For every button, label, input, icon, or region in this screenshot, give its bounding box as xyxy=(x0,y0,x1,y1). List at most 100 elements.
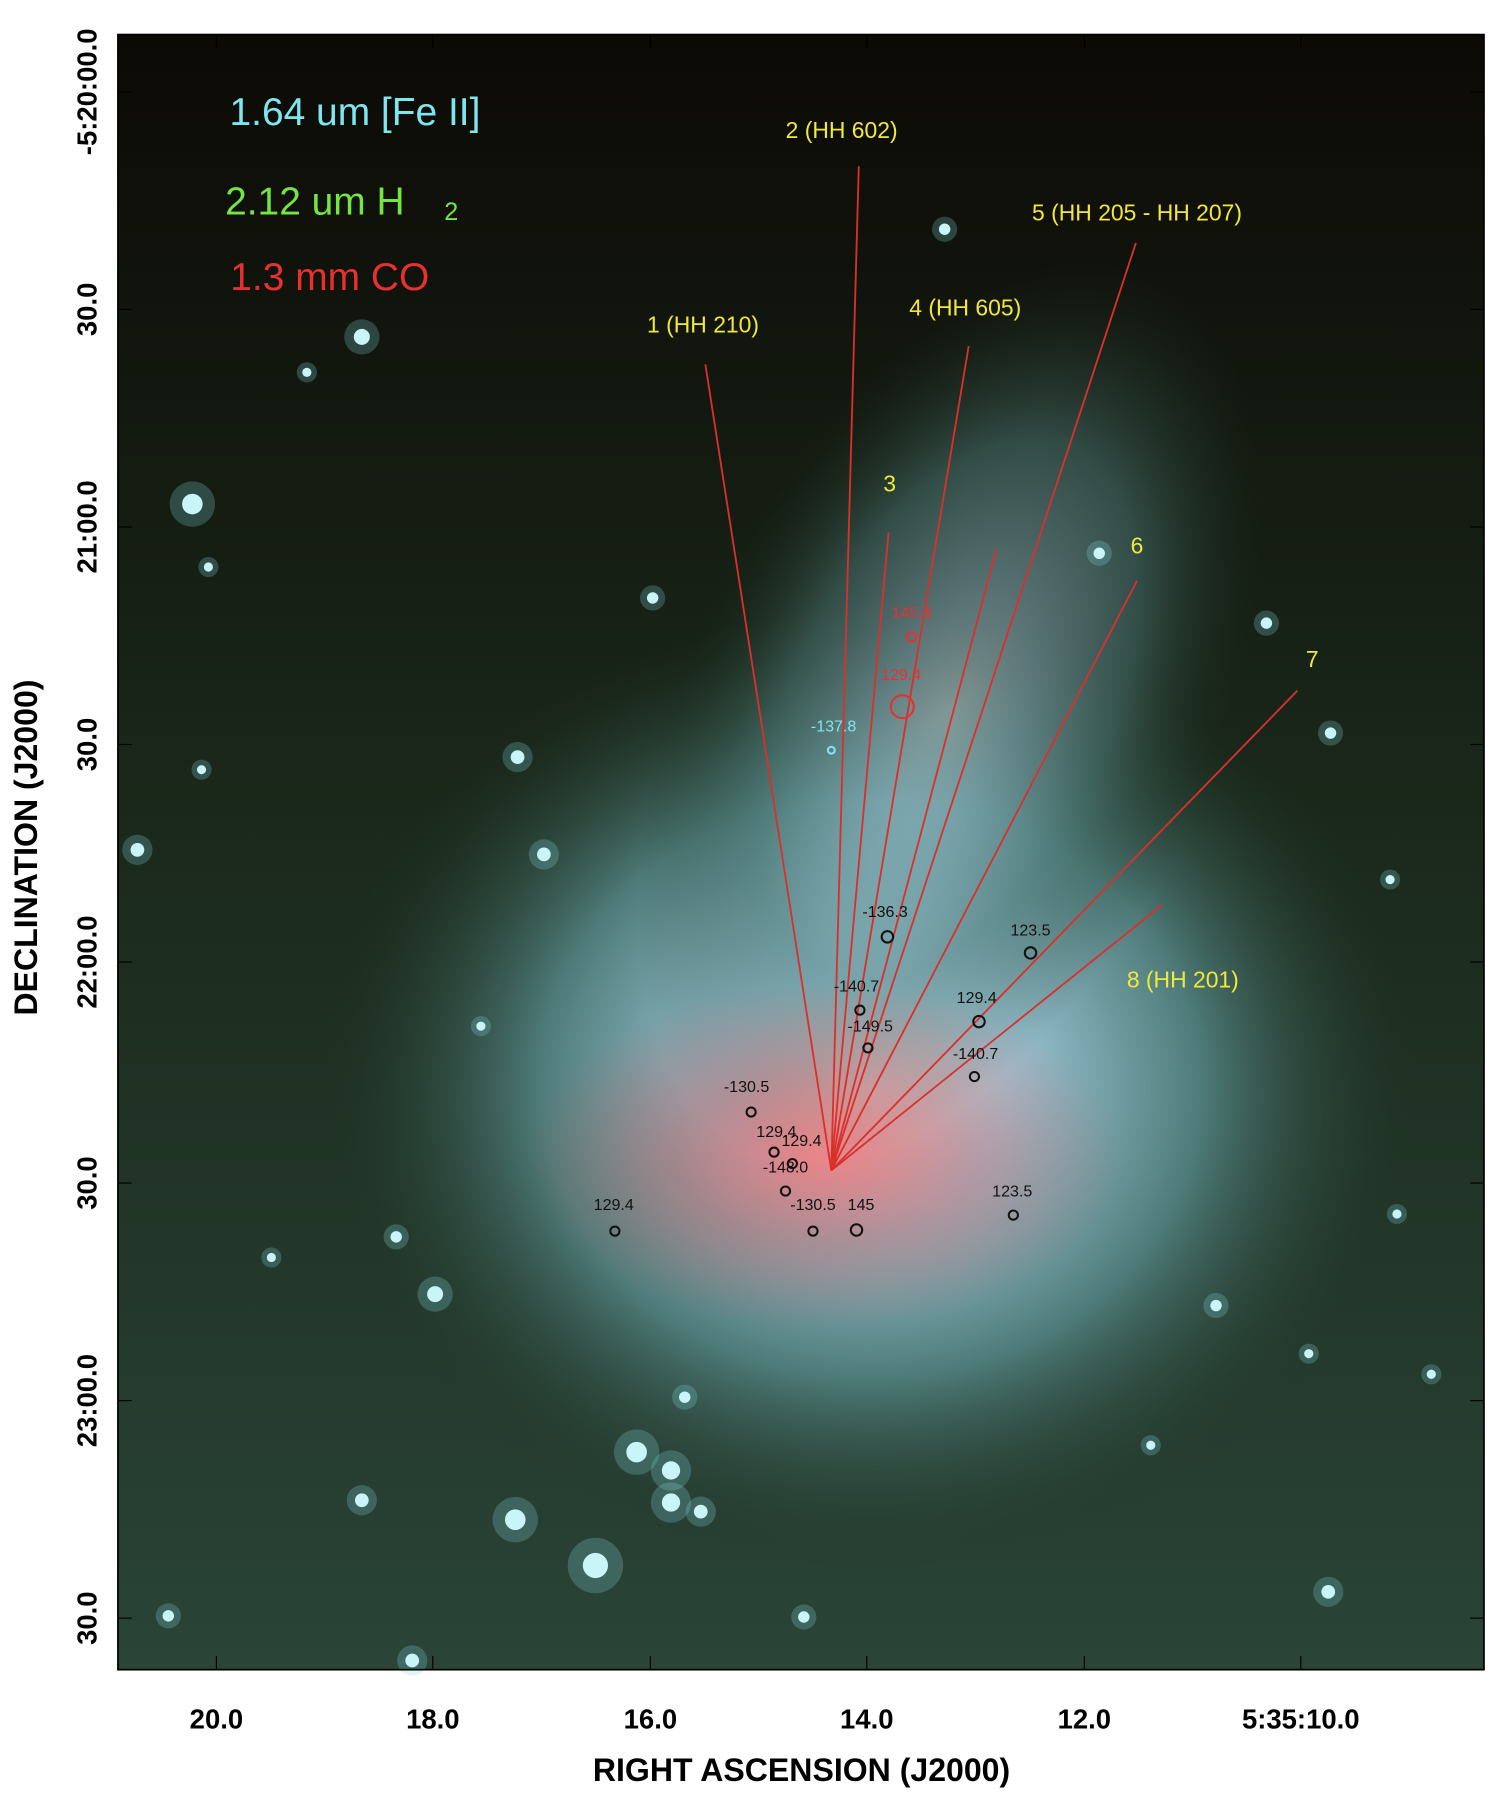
velocity-marker xyxy=(849,1223,864,1237)
velocity-label: 129.4 xyxy=(594,1196,634,1214)
legend-h2-sub: 2 xyxy=(444,198,458,226)
x-tick-label: 20.0 xyxy=(190,1703,243,1734)
velocity-label: -149.5 xyxy=(848,1018,894,1036)
flow-line xyxy=(830,166,860,1171)
star xyxy=(1392,1209,1402,1219)
velocity-marker xyxy=(880,930,895,944)
star xyxy=(1324,727,1337,739)
star xyxy=(302,367,312,377)
velocity-marker xyxy=(826,745,836,755)
velocity-label: 123.5 xyxy=(1010,921,1050,939)
frame xyxy=(117,33,1485,1671)
velocity-marker xyxy=(1023,946,1038,960)
x-tick-label: 12.0 xyxy=(1058,1703,1111,1734)
legend-co: 1.3 mm CO xyxy=(230,256,429,299)
star xyxy=(661,1493,681,1512)
star xyxy=(1321,1584,1336,1599)
velocity-marker xyxy=(968,1070,981,1083)
flow-line xyxy=(830,549,998,1171)
x-axis-label: RIGHT ASCENSION (J2000) xyxy=(593,1752,1010,1788)
flow-label: 4 (HH 605) xyxy=(909,294,1021,320)
star xyxy=(266,1252,276,1263)
flow-line xyxy=(704,364,833,1171)
velocity-marker xyxy=(1007,1209,1019,1221)
velocity-marker xyxy=(768,1146,780,1158)
velocity-marker xyxy=(609,1225,621,1237)
y-tick-label: 30.0 xyxy=(72,1156,103,1209)
star xyxy=(196,765,207,775)
star xyxy=(182,493,203,515)
y-tick-label: 30.0 xyxy=(72,283,103,336)
velocity-label: 129.4 xyxy=(756,1123,796,1141)
star xyxy=(1385,875,1395,885)
velocity-marker xyxy=(807,1225,819,1237)
legend-fe: 1.64 um [Fe II] xyxy=(229,91,480,134)
flow-line xyxy=(830,345,970,1171)
star xyxy=(798,1611,810,1623)
star xyxy=(203,562,213,572)
y-tick-label: 21:00.0 xyxy=(72,480,103,573)
velocity-marker xyxy=(972,1014,986,1029)
velocity-label: 129.4 xyxy=(881,666,921,684)
legend-h2: 2.12 um H xyxy=(225,180,405,223)
star xyxy=(646,592,659,604)
velocity-label: -130.5 xyxy=(724,1078,770,1096)
velocity-marker xyxy=(889,694,915,720)
velocity-label: -140.7 xyxy=(834,977,880,995)
x-tick-label: 18.0 xyxy=(406,1703,459,1734)
velocity-label: -136.3 xyxy=(862,903,908,921)
y-tick-label: -5:20:00.0 xyxy=(72,28,103,155)
velocity-label: -137.8 xyxy=(811,718,857,736)
star xyxy=(162,1610,175,1622)
flow-line xyxy=(830,904,1163,1172)
flow-label: 2 (HH 602) xyxy=(786,117,898,143)
y-tick-label: 22:00.0 xyxy=(72,915,103,1008)
star xyxy=(427,1286,444,1303)
flow-line xyxy=(830,242,1137,1171)
star xyxy=(626,1441,647,1463)
star xyxy=(510,750,525,764)
star xyxy=(476,1021,486,1031)
star xyxy=(1146,1440,1156,1450)
star xyxy=(1260,617,1273,629)
velocity-label: -130.5 xyxy=(790,1196,836,1214)
co-emission xyxy=(526,984,1123,1329)
velocity-label: 129.4 xyxy=(781,1132,821,1150)
flow-line xyxy=(830,580,1138,1171)
velocity-label: 145.4 xyxy=(891,604,931,622)
star xyxy=(661,1461,681,1480)
y-tick-label: 23:00.0 xyxy=(72,1354,103,1447)
star xyxy=(693,1504,708,1519)
velocity-marker xyxy=(779,1185,792,1197)
x-tick-label: 16.0 xyxy=(624,1703,677,1734)
velocity-label: -140.7 xyxy=(953,1045,999,1063)
velocity-marker xyxy=(905,631,918,643)
star xyxy=(354,1493,369,1508)
velocity-marker xyxy=(745,1106,757,1118)
flow-label: 1 (HH 210) xyxy=(647,312,759,338)
y-axis-label: DECLINATION (J2000) xyxy=(8,680,44,1016)
velocity-label: 145 xyxy=(848,1196,875,1214)
star xyxy=(130,842,145,857)
flow-lines xyxy=(704,166,1298,1172)
flow-line xyxy=(830,532,890,1171)
velocity-marker xyxy=(786,1157,798,1170)
star xyxy=(582,1552,609,1579)
x-tick-label: 14.0 xyxy=(840,1703,893,1734)
star xyxy=(938,223,951,235)
flow-label: 3 xyxy=(883,471,896,497)
velocity-marker xyxy=(862,1042,874,1054)
flow-line xyxy=(830,690,1298,1172)
star xyxy=(353,328,370,345)
flow-label: 6 xyxy=(1131,533,1144,559)
star xyxy=(504,1509,526,1530)
velocity-marker xyxy=(854,1004,866,1016)
velocity-label: -148.0 xyxy=(763,1158,809,1176)
x-tick-label: 5:35:10.0 xyxy=(1242,1703,1360,1734)
stars xyxy=(122,216,1442,1676)
y-tick-label: 30.0 xyxy=(72,718,103,771)
star xyxy=(1210,1299,1222,1312)
star xyxy=(405,1653,420,1668)
star xyxy=(1426,1369,1436,1379)
